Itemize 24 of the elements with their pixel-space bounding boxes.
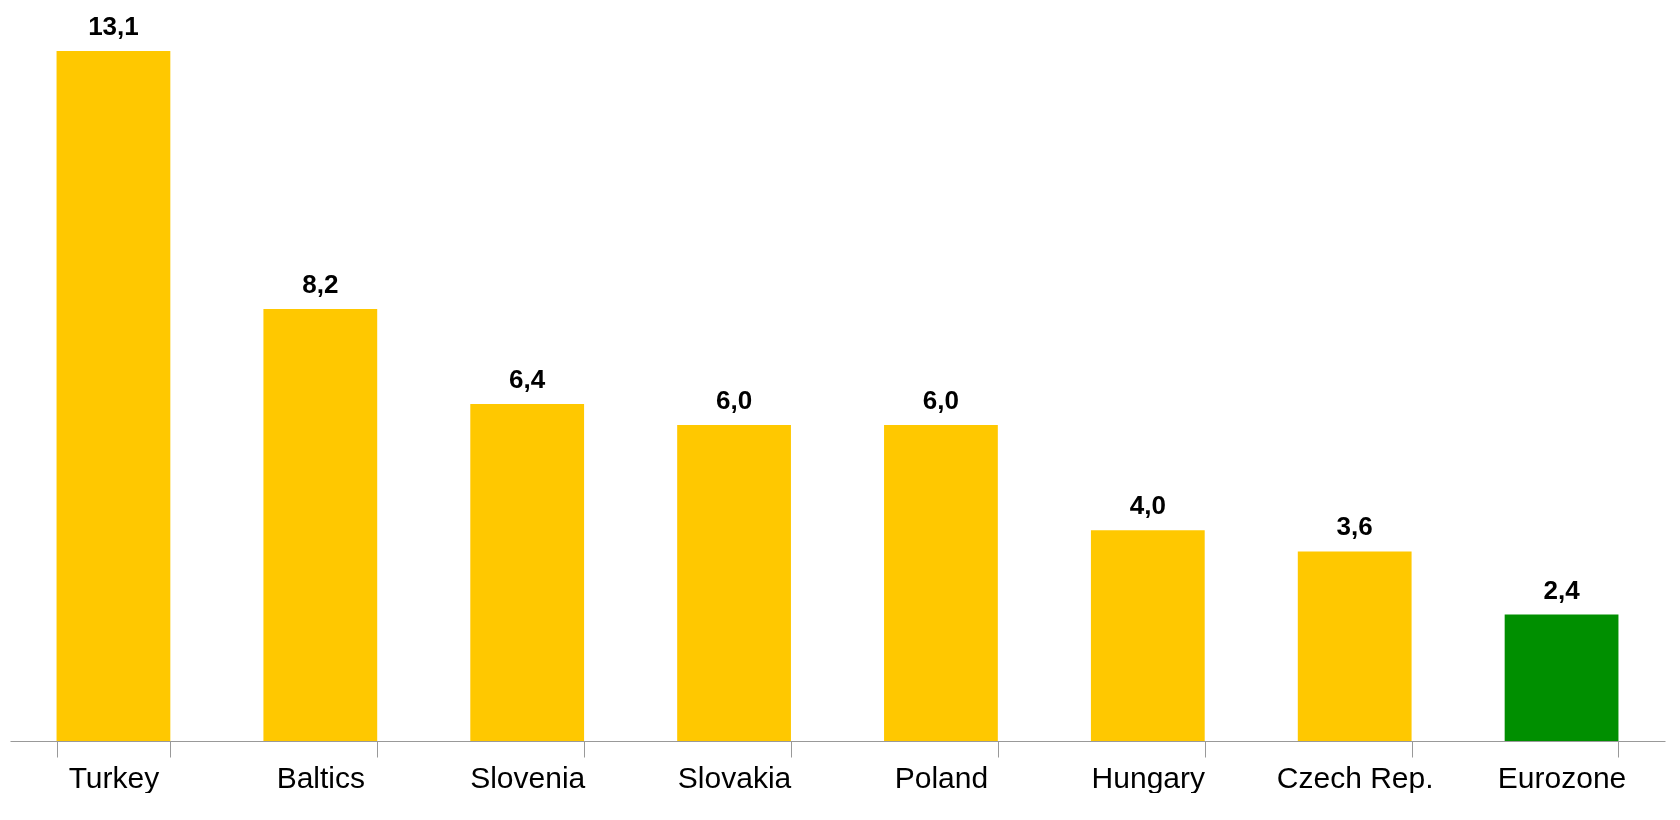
data-label: 3,6 [1336,511,1373,542]
bar [56,51,171,741]
x-tick-label: Hungary [1091,760,1206,794]
data-label: 8,2 [302,269,339,300]
x-tick-label: Baltics [276,760,365,794]
data-label: 6,4 [509,363,546,394]
x-tick-label: Eurozone [1497,760,1627,794]
bar [1090,530,1205,741]
data-label: 2,4 [1543,574,1581,605]
bar [677,424,791,741]
x-tick-label: Slovenia [470,760,586,794]
x-tick-label: Poland [894,760,989,794]
bar [263,309,378,741]
bar [1504,614,1619,741]
x-tick-label: Czech Rep. [1276,760,1434,794]
bar [470,403,585,741]
x-tick-label: Slovakia [677,760,792,794]
data-label: 6,0 [922,384,960,415]
data-label: 6,0 [715,384,753,415]
bar [1297,551,1412,741]
data-label: 4,0 [1129,490,1166,521]
data-label: 13,1 [88,11,139,41]
x-tick-label: Turkey [68,760,160,794]
bar [884,424,998,741]
